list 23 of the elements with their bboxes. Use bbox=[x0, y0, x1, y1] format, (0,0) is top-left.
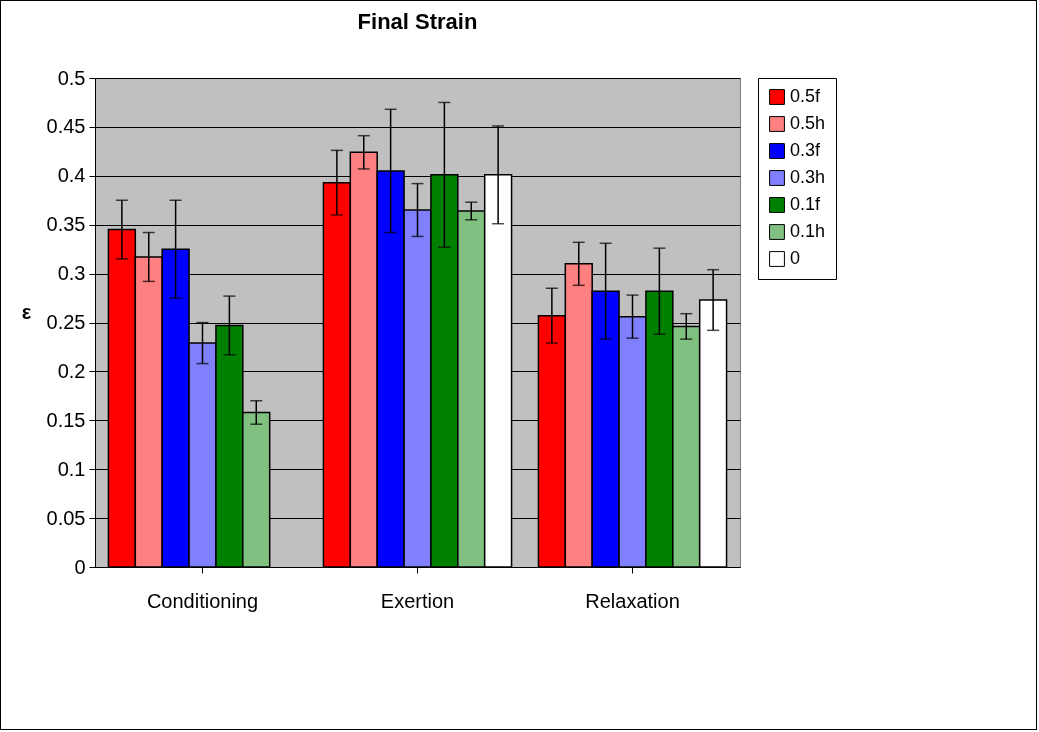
y-tick-label: 0.35 bbox=[46, 213, 86, 236]
y-tick-label: 0.2 bbox=[57, 359, 86, 382]
y-tick-label: 0.25 bbox=[46, 311, 86, 333]
legend-label: 0.3h bbox=[790, 167, 826, 187]
y-tick-label: 0.05 bbox=[46, 506, 86, 529]
x-tick-label: Conditioning bbox=[146, 589, 259, 612]
legend-label: 0 bbox=[790, 248, 801, 268]
y-axis-title: ε bbox=[21, 301, 32, 323]
y-tick-label: 0.3 bbox=[57, 262, 86, 285]
y-tick-label: 0.5 bbox=[57, 66, 86, 89]
legend-label: 0.1f bbox=[790, 194, 822, 214]
y-tick-label: 0.1 bbox=[57, 457, 86, 480]
x-tick-label: Relaxation bbox=[585, 589, 680, 612]
legend-label: 0.5h bbox=[790, 113, 826, 133]
y-tick-label: 0.15 bbox=[46, 408, 86, 431]
y-tick-label: 0 bbox=[74, 555, 86, 578]
legend-label: 0.1h bbox=[790, 221, 826, 241]
legend-label: 0.5f bbox=[790, 86, 822, 106]
legend-label: 0.3f bbox=[790, 140, 822, 160]
chart-title: Final Strain bbox=[357, 9, 478, 34]
y-tick-label: 0.4 bbox=[57, 164, 86, 187]
y-tick-label: 0.45 bbox=[46, 115, 86, 138]
x-tick-label: Exertion bbox=[380, 589, 455, 612]
